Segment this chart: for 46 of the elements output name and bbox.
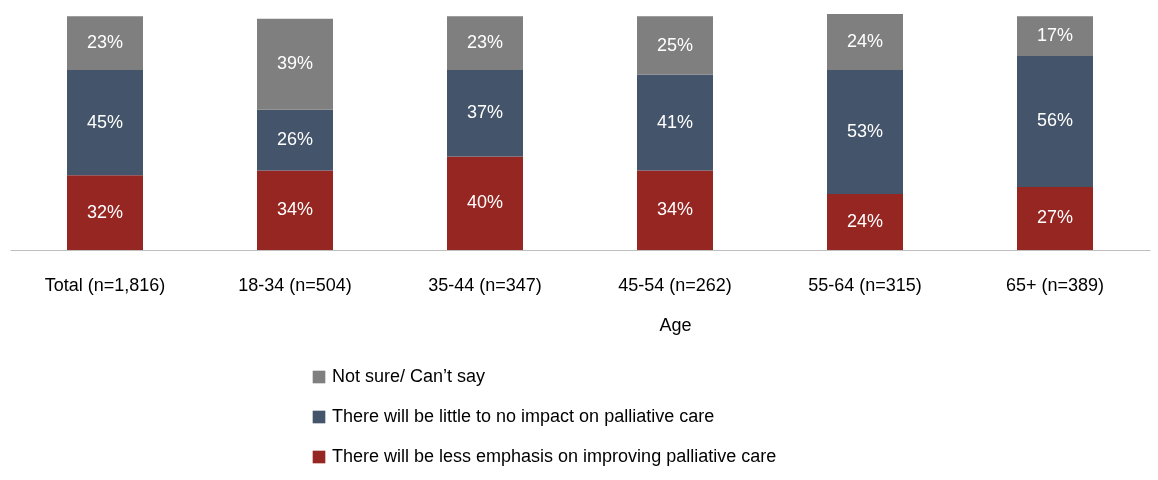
bar [1017, 56, 1093, 187]
legend-label: There will be less emphasis on improving palliative care [332, 446, 777, 466]
data-label: 25% [656, 34, 694, 55]
data-label: 24% [846, 210, 884, 231]
data-label: 40% [466, 192, 504, 213]
data-label: 39% [276, 53, 314, 74]
data-label: 34% [276, 199, 314, 220]
bar [637, 16, 713, 75]
data-label: 23% [86, 32, 124, 53]
x-axis-title: Age [659, 314, 692, 335]
bar [257, 170, 333, 250]
data-label: 23% [466, 32, 504, 53]
bar [827, 70, 903, 194]
data-label: 53% [846, 121, 884, 141]
bar [257, 109, 333, 171]
x-tick-label: Total (n=1,816) [44, 274, 166, 295]
x-tick-label: 18-34 (n=504) [238, 274, 352, 295]
legend-label: There will be little to no impact on palliative care [332, 406, 715, 426]
bar [67, 16, 143, 71]
data-label: 45% [86, 111, 124, 132]
bar [637, 170, 713, 250]
data-label: 37% [466, 102, 504, 123]
x-tick-label: 65+ (n=389) [1005, 274, 1105, 295]
bar [1017, 186, 1093, 250]
bar [447, 156, 523, 250]
bar [67, 70, 143, 176]
legend-label: Not sure/ Can’t say [332, 366, 486, 386]
data-label: 41% [656, 111, 694, 132]
data-label: 32% [86, 201, 124, 222]
data-label: 17% [1036, 25, 1074, 46]
data-label: 24% [846, 31, 884, 52]
data-label: 56% [1036, 110, 1074, 131]
bar [67, 175, 143, 250]
bar [1017, 16, 1093, 57]
bar [637, 74, 713, 171]
data-label: 34% [656, 199, 694, 220]
bar [827, 193, 903, 250]
bar [447, 16, 523, 71]
x-tick-label: 55-64 (n=315) [808, 274, 922, 295]
bar [447, 70, 523, 157]
x-tick-label: 35-44 (n=347) [428, 274, 542, 295]
bar [257, 18, 333, 110]
x-tick-label: 45-54 (n=262) [618, 274, 732, 295]
bar [827, 14, 903, 71]
data-label: 26% [276, 129, 314, 150]
data-label: 27% [1036, 207, 1074, 228]
